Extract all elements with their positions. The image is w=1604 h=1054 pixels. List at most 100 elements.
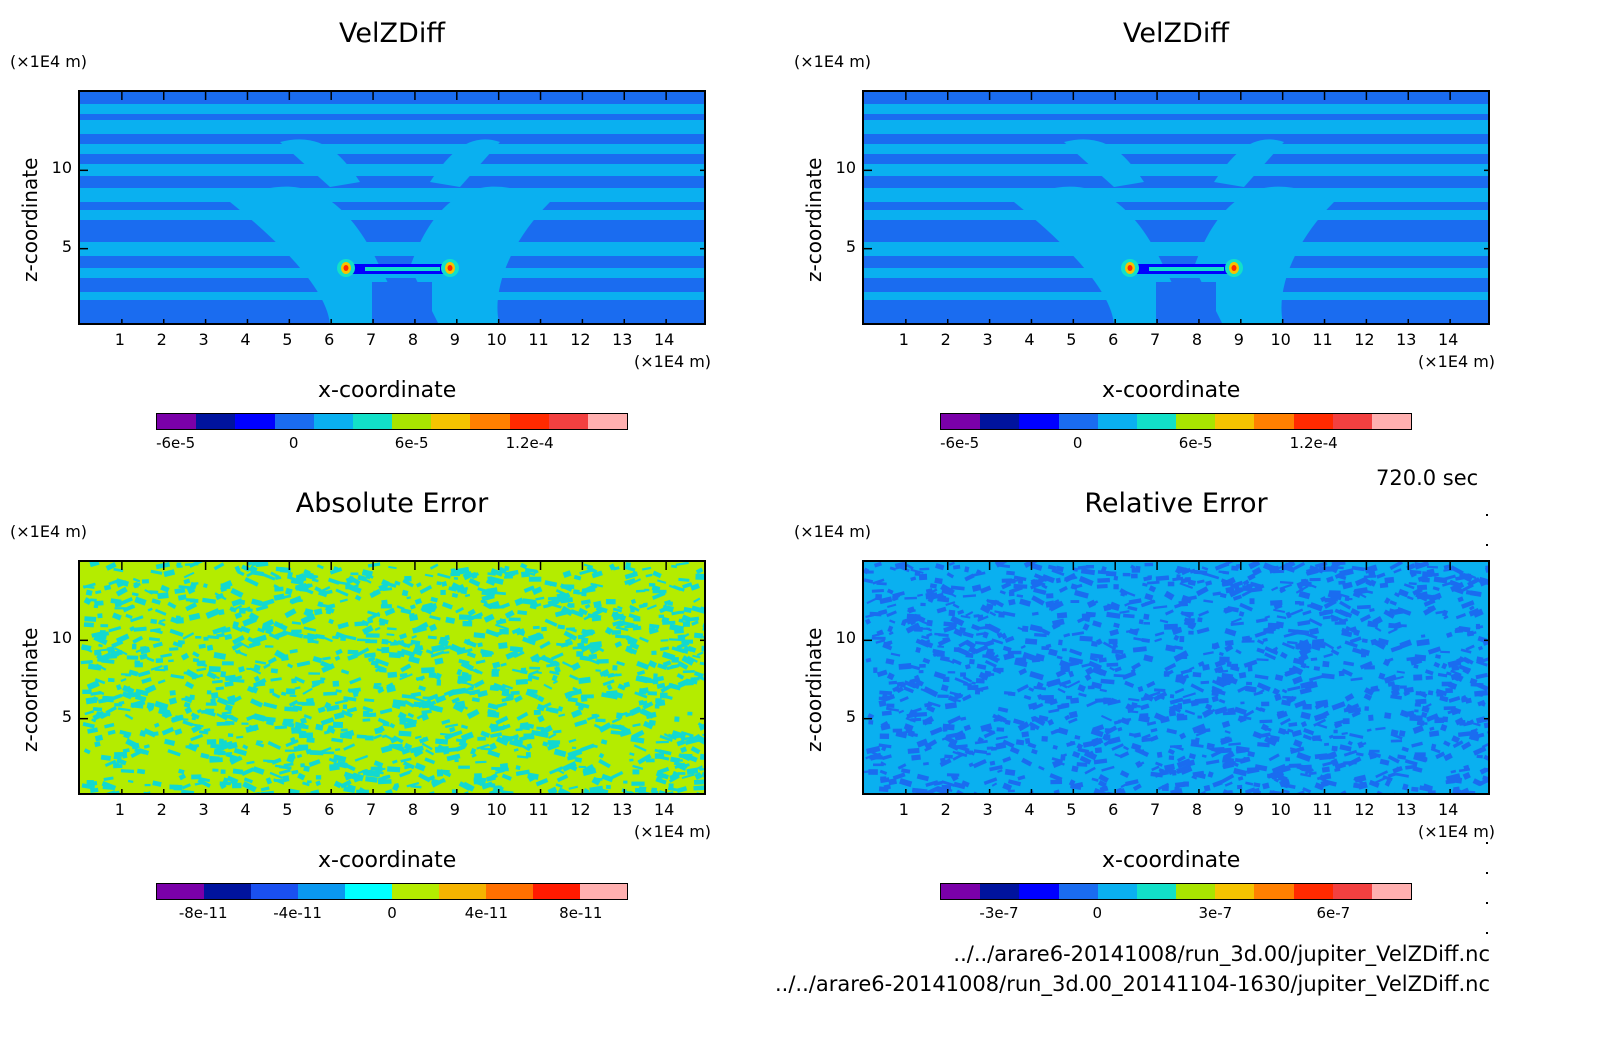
- noise-cell: [1222, 711, 1236, 716]
- field-plume: [1194, 186, 1334, 323]
- noise-cell: [569, 674, 579, 681]
- noise-cell: [1393, 568, 1402, 574]
- noise-cell: [1187, 623, 1195, 630]
- noise-cell: [896, 681, 905, 687]
- noise-cell: [1396, 766, 1402, 771]
- noise-cell: [190, 712, 200, 720]
- noise-cell: [522, 636, 536, 646]
- noise-cell: [1383, 609, 1396, 619]
- noise-cell: [474, 773, 482, 779]
- noise-cell: [180, 652, 190, 661]
- noise-cell: [895, 730, 908, 739]
- noise-cell: [190, 733, 204, 742]
- noise-cell: [1124, 680, 1135, 688]
- noise-cell: [1165, 644, 1176, 653]
- noise-cell: [1415, 691, 1426, 696]
- noise-cell: [1327, 591, 1343, 601]
- noise-cell: [396, 650, 405, 658]
- noise-cell: [894, 562, 908, 570]
- noise-cell: [1155, 575, 1170, 581]
- noise-cell: [441, 581, 448, 587]
- noise-cell: [306, 697, 315, 705]
- noise-cell: [1188, 630, 1194, 635]
- noise-cell: [1483, 767, 1488, 773]
- noise-cell: [964, 663, 971, 670]
- noise-cell: [689, 733, 702, 744]
- noise-cell: [146, 656, 155, 663]
- noise-cell: [890, 652, 901, 657]
- noise-cell: [905, 622, 921, 634]
- noise-cell: [1128, 697, 1140, 702]
- noise-cell: [1290, 665, 1304, 676]
- noise-cell: [632, 723, 641, 728]
- noise-cell: [879, 769, 888, 775]
- colorbar-tick-label: 6e-7: [1316, 904, 1351, 922]
- noise-cell: [1384, 712, 1392, 719]
- noise-cell: [216, 697, 228, 706]
- noise-cell: [1103, 739, 1113, 747]
- noise-cell: [1024, 737, 1031, 745]
- noise-cell: [492, 661, 501, 669]
- noise-cell: [881, 754, 892, 761]
- noise-cell: [1465, 590, 1479, 596]
- noise-cell: [1143, 692, 1154, 702]
- noise-cell: [620, 711, 628, 717]
- noise-cell: [1032, 716, 1046, 727]
- noise-cell: [1409, 715, 1423, 722]
- noise-cell: [663, 733, 674, 740]
- noise-cell: [428, 774, 436, 781]
- noise-cell: [1364, 665, 1375, 670]
- noise-cell: [1127, 605, 1138, 612]
- x-tick-label: 9: [1233, 330, 1244, 349]
- noise-cell: [489, 789, 499, 793]
- noise-cell: [1473, 746, 1487, 756]
- noise-cell: [169, 628, 184, 637]
- noise-cell: [1256, 639, 1265, 645]
- noise-cell: [1323, 599, 1337, 609]
- noise-cell: [1086, 565, 1094, 569]
- x-tick-label: 13: [612, 800, 633, 819]
- noise-cell: [1252, 731, 1263, 740]
- noise-cell: [1323, 653, 1334, 659]
- noise-cell: [386, 581, 397, 588]
- noise-cell: [477, 736, 486, 741]
- noise-cell: [662, 620, 676, 625]
- noise-cell: [1144, 562, 1154, 567]
- noise-cell: [490, 723, 499, 730]
- noise-cell: [1072, 567, 1079, 572]
- noise-cell: [128, 669, 139, 677]
- noise-cell: [1450, 565, 1464, 576]
- field-jet: [365, 267, 440, 271]
- colorbar-swatch: [1371, 884, 1412, 899]
- y-unit-label: (×1E4 m): [794, 522, 872, 541]
- y-axis-label: z-coordinate: [802, 627, 826, 752]
- noise-cell: [1049, 600, 1064, 612]
- noise-cell: [1004, 635, 1015, 643]
- noise-cell: [1169, 697, 1184, 705]
- noise-cell: [1019, 598, 1032, 607]
- noise-cell: [448, 730, 463, 739]
- x-tick-label: 14: [653, 800, 675, 819]
- noise-cell: [873, 562, 882, 568]
- noise-cell: [1101, 714, 1113, 722]
- noise-cell: [1479, 579, 1488, 587]
- noise-cell: [1349, 636, 1362, 644]
- noise-cell: [676, 739, 686, 747]
- noise-cell: [1404, 759, 1418, 766]
- noise-cell: [1390, 694, 1402, 700]
- noise-cell: [1442, 574, 1456, 581]
- noise-cell: [1254, 630, 1267, 638]
- noise-cell: [1247, 751, 1256, 758]
- noise-cell: [164, 794, 172, 795]
- noise-cell: [878, 743, 892, 749]
- noise-cell: [881, 710, 892, 716]
- noise-cell: [401, 747, 411, 755]
- noise-cell: [422, 737, 428, 741]
- noise-cell: [1293, 659, 1306, 667]
- noise-cell: [1487, 661, 1488, 669]
- noise-cell: [140, 646, 147, 651]
- noise-cell: [1098, 774, 1109, 784]
- noise-cell: [1357, 591, 1363, 595]
- noise-cell: [869, 611, 882, 617]
- noise-cell: [399, 716, 413, 724]
